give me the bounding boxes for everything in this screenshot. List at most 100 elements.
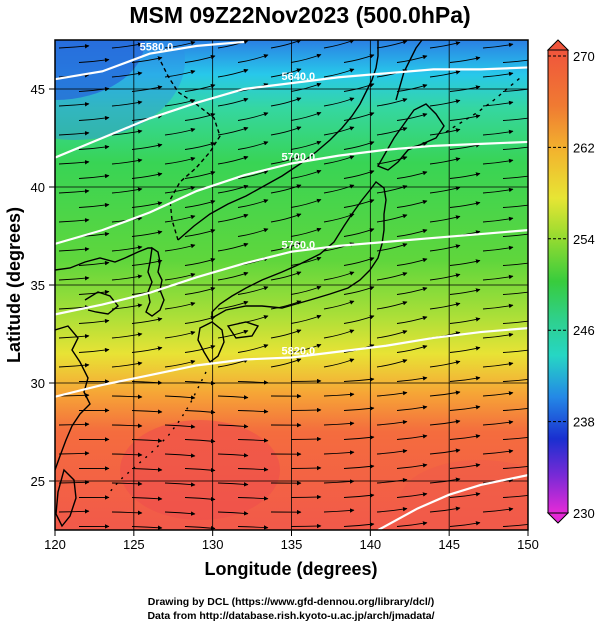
streamline-105	[396, 199, 428, 208]
coast-kyushu	[197, 321, 225, 364]
streamline-143	[502, 262, 528, 266]
streamline-299	[184, 525, 216, 530]
streamline-305	[502, 523, 528, 527]
streamline-101	[184, 199, 216, 208]
streamline-25	[429, 70, 461, 78]
streamline-265	[290, 465, 322, 471]
streamline-73	[111, 158, 143, 165]
streamline-289	[111, 510, 143, 516]
streamline-31	[290, 82, 322, 92]
streamline-280	[131, 496, 163, 501]
y-tick-label-40: 40	[31, 180, 45, 195]
streamline-218	[164, 395, 196, 400]
streamline-77	[323, 155, 355, 165]
streamline-13	[290, 53, 322, 63]
streamline-34	[449, 85, 481, 92]
streamline-181	[111, 332, 143, 339]
streamline-227	[184, 409, 216, 415]
streamline-83	[184, 170, 216, 179]
streamline-116	[482, 216, 514, 223]
streamline-179	[502, 320, 528, 324]
streamline-140	[343, 257, 375, 266]
streamline-275	[323, 479, 355, 484]
contour-5640.0	[55, 66, 528, 159]
streamline-1	[111, 42, 143, 49]
streamline-287	[502, 494, 528, 498]
streamline-108	[58, 218, 90, 223]
streamline-62	[482, 129, 514, 136]
coast-russia	[177, 40, 379, 241]
colorbar-tick-label-270: 270	[573, 49, 595, 64]
streamline-223	[429, 390, 461, 397]
y-axis: 25 30 35 40 45	[31, 82, 55, 489]
streamline-9	[78, 57, 110, 63]
streamline-44	[482, 100, 514, 107]
y-tick-label-25: 25	[31, 474, 45, 489]
streamline-178	[449, 317, 481, 324]
streamline-301	[290, 523, 322, 529]
streamline-152	[482, 274, 514, 281]
streamline-75	[217, 155, 249, 165]
streamline-189	[78, 347, 110, 353]
streamline-151	[429, 273, 461, 281]
streamline-7	[429, 41, 461, 49]
streamline-231	[396, 405, 428, 411]
streamline-88	[449, 172, 481, 179]
y-axis-label: Latitude (degrees)	[4, 207, 24, 363]
streamline-217	[111, 394, 143, 400]
streamline-94	[270, 184, 302, 194]
streamline-255	[217, 453, 249, 458]
streamline-155	[184, 286, 216, 295]
streamline-191	[184, 344, 216, 353]
contour-label-5640.0: 5640.0	[282, 71, 316, 83]
streamline-56	[164, 127, 196, 136]
streamline-23	[323, 68, 355, 78]
streamline-84	[237, 170, 269, 179]
streamline-239	[323, 421, 355, 426]
streamline-99	[78, 202, 110, 208]
streamline-45	[78, 115, 110, 121]
streamline-35	[502, 88, 528, 92]
streamline-28	[131, 85, 163, 92]
streamline-237	[217, 424, 249, 429]
streamline-164	[164, 301, 196, 310]
streamline-29	[184, 83, 216, 92]
streamline-295	[429, 506, 461, 513]
streamline-153	[78, 289, 110, 295]
contour-5820.0	[55, 327, 528, 398]
streamline-48	[237, 112, 269, 121]
streamline-298	[131, 525, 163, 530]
streamline-206	[482, 361, 514, 368]
streamline-14	[343, 54, 375, 63]
x-tick-label-125: 125	[123, 537, 145, 552]
streamline-92	[164, 185, 196, 194]
streamline-198	[58, 363, 90, 368]
contour-5760.0	[55, 229, 528, 316]
streamline-296	[482, 507, 514, 513]
streamline-100	[131, 201, 163, 208]
streamline-146	[164, 272, 196, 281]
streamline-294	[376, 506, 408, 513]
streamline-250	[449, 434, 481, 440]
streamline-11	[184, 54, 216, 63]
coast-china-north	[55, 247, 152, 271]
grid-lines	[55, 40, 528, 530]
streamline-244	[131, 438, 163, 443]
streamline-54	[58, 131, 90, 136]
streamline-202	[270, 358, 302, 368]
streamline-139	[290, 256, 322, 266]
streamline-267	[396, 463, 428, 469]
streamline-283	[290, 494, 322, 500]
plot-area: 5580.0 5640.0 5700.0 5760.0 5820.0	[55, 40, 528, 530]
streamline-111	[217, 213, 249, 223]
streamline-258	[376, 448, 408, 455]
coast-taiwan	[55, 468, 77, 528]
streamline-119	[184, 228, 216, 237]
streamline-272	[164, 482, 196, 487]
streamline-10	[131, 56, 163, 63]
streamline-134	[482, 245, 514, 252]
streamline-193	[290, 343, 322, 353]
streamline-176	[343, 315, 375, 324]
contour-5880.0	[377, 474, 528, 530]
